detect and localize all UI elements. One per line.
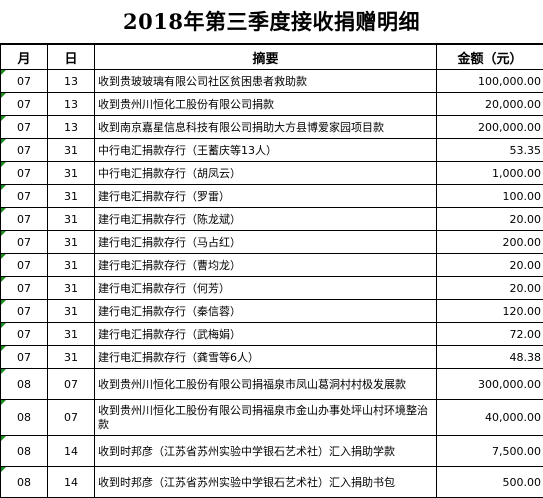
cell-amount[interactable]: 500.00 [437, 467, 543, 498]
cell-day[interactable]: 31 [48, 254, 95, 277]
cell-amount[interactable]: 7,500.00 [437, 436, 543, 467]
cell-day[interactable]: 31 [48, 346, 95, 369]
cell-amount[interactable]: 20.00 [437, 277, 543, 300]
cell-amount[interactable]: 48.38 [437, 346, 543, 369]
cell-month[interactable]: 07 [1, 323, 48, 346]
header-description[interactable]: 摘要 [95, 45, 437, 70]
cell-amount[interactable]: 20.00 [437, 208, 543, 231]
cell-day[interactable]: 31 [48, 323, 95, 346]
cell-month[interactable]: 07 [1, 70, 48, 93]
cell-month[interactable]: 07 [1, 346, 48, 369]
cell-amount[interactable]: 300,000.00 [437, 369, 543, 400]
cell-amount[interactable]: 200.00 [437, 231, 543, 254]
header-day[interactable]: 日 [48, 45, 95, 70]
cell-day[interactable]: 31 [48, 185, 95, 208]
cell-amount[interactable]: 20,000.00 [437, 93, 543, 116]
cell-month[interactable]: 07 [1, 254, 48, 277]
cell-description[interactable]: 建行电汇捐款存行（龚雪等6人） [95, 346, 437, 369]
cell-description[interactable]: 收到时邦彦（江苏省苏州实验中学银石艺术社）汇入捐助书包 [95, 467, 437, 498]
header-amount[interactable]: 金额（元） [437, 45, 543, 70]
cell-description[interactable]: 收到时邦彦（江苏省苏州实验中学银石艺术社）汇入捐助学款 [95, 436, 437, 467]
cell-month[interactable]: 07 [1, 300, 48, 323]
cell-amount[interactable]: 120.00 [437, 300, 543, 323]
cell-month[interactable]: 07 [1, 93, 48, 116]
cell-day[interactable]: 31 [48, 139, 95, 162]
cell-month[interactable]: 07 [1, 139, 48, 162]
cell-description[interactable]: 收到贵玻玻璃有限公司社区贫困患者救助款 [95, 70, 437, 93]
cell-amount[interactable]: 1,000.00 [437, 162, 543, 185]
cell-description[interactable]: 收到南京嘉星信息科技有限公司捐助大方县博爱家园项目款 [95, 116, 437, 139]
cell-month[interactable]: 07 [1, 116, 48, 139]
cell-description[interactable]: 建行电汇捐款存行（何芳） [95, 277, 437, 300]
cell-month[interactable]: 07 [1, 162, 48, 185]
header-month[interactable]: 月 [1, 45, 48, 70]
cell-month[interactable]: 08 [1, 400, 48, 436]
cell-description[interactable]: 建行电汇捐款存行（秦信蓉） [95, 300, 437, 323]
cell-amount[interactable]: 100,000.00 [437, 70, 543, 93]
cell-description[interactable]: 收到贵州川恒化工股份有限公司捐福泉市凤山葛洞村村极发展款 [95, 369, 437, 400]
cell-month[interactable]: 08 [1, 436, 48, 467]
cell-description[interactable]: 建行电汇捐款存行（马占红） [95, 231, 437, 254]
cell-day[interactable]: 13 [48, 93, 95, 116]
cell-description[interactable]: 建行电汇捐款存行（罗雷） [95, 185, 437, 208]
cell-month[interactable]: 08 [1, 369, 48, 400]
cell-day[interactable]: 07 [48, 400, 95, 436]
cell-day[interactable]: 31 [48, 208, 95, 231]
cell-description[interactable]: 中行电汇捐款存行（胡凤云） [95, 162, 437, 185]
cell-month[interactable]: 08 [1, 467, 48, 498]
header-row: 月 日 摘要 金额（元） [1, 45, 543, 70]
cell-month[interactable]: 07 [1, 231, 48, 254]
cell-amount[interactable]: 72.00 [437, 323, 543, 346]
cell-amount[interactable]: 100.00 [437, 185, 543, 208]
cell-description[interactable]: 建行电汇捐款存行（陈龙斌） [95, 208, 437, 231]
cell-day[interactable]: 31 [48, 162, 95, 185]
sheet-title[interactable]: 2018年第三季度接收捐赠明细 [0, 0, 543, 44]
cell-amount[interactable]: 53.35 [437, 139, 543, 162]
cell-day[interactable]: 14 [48, 436, 95, 467]
cell-day[interactable]: 07 [48, 369, 95, 400]
cell-description[interactable]: 收到贵州川恒化工股份有限公司捐款 [95, 93, 437, 116]
cell-month[interactable]: 07 [1, 277, 48, 300]
cell-description[interactable]: 建行电汇捐款存行（曹均龙） [95, 254, 437, 277]
cell-amount[interactable]: 20.00 [437, 254, 543, 277]
cell-amount[interactable]: 200,000.00 [437, 116, 543, 139]
cell-description[interactable]: 建行电汇捐款存行（武梅娟） [95, 323, 437, 346]
cell-amount[interactable]: 40,000.00 [437, 400, 543, 436]
cell-description[interactable]: 收到贵州川恒化工股份有限公司捐福泉市金山办事处坪山村环境整治款 [95, 400, 437, 436]
cell-day[interactable]: 31 [48, 277, 95, 300]
cell-day[interactable]: 13 [48, 70, 95, 93]
cell-description[interactable]: 中行电汇捐款存行（王蓄庆等13人） [95, 139, 437, 162]
cell-month[interactable]: 07 [1, 185, 48, 208]
cell-day[interactable]: 13 [48, 116, 95, 139]
cell-day[interactable]: 14 [48, 467, 95, 498]
cell-month[interactable]: 07 [1, 208, 48, 231]
cell-day[interactable]: 31 [48, 300, 95, 323]
cell-day[interactable]: 31 [48, 231, 95, 254]
